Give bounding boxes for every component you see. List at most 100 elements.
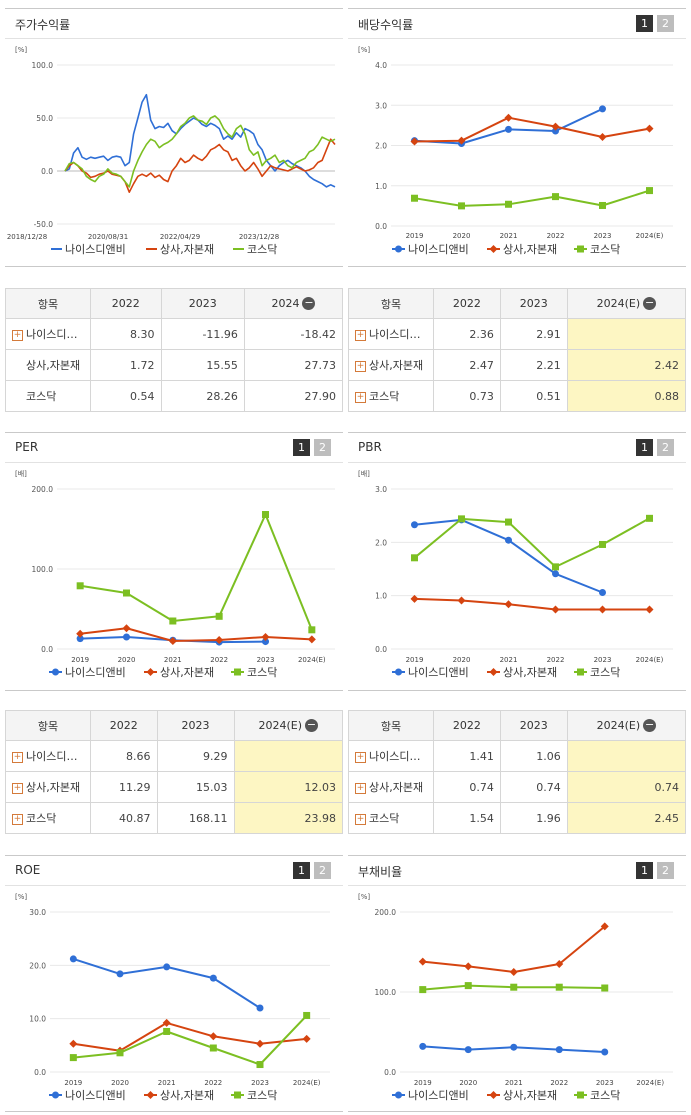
data-point — [552, 127, 559, 135]
row-label-text: 코스닥 — [26, 812, 57, 825]
legend-label: 코스닥 — [247, 243, 277, 256]
data-point — [256, 1004, 264, 1012]
page-1-button[interactable]: 1 — [636, 439, 653, 456]
data-point — [163, 963, 171, 971]
row-label[interactable]: + 나이스디… — [348, 740, 434, 772]
data-point — [601, 1048, 609, 1056]
row-label[interactable]: + 나이스디… — [348, 318, 434, 350]
data-point — [505, 200, 512, 208]
data-point — [645, 124, 654, 133]
data-point — [598, 605, 607, 614]
legend-label: 나이스디앤비 — [408, 666, 469, 679]
table-row: 상사,자본재 1.72 15.55 27.73 — [5, 349, 344, 381]
expand-icon[interactable]: + — [355, 391, 366, 403]
legend-marker — [52, 1091, 59, 1099]
expand-icon[interactable]: + — [355, 813, 366, 825]
table-cell — [566, 740, 687, 772]
x-tick-label: 2021 — [164, 656, 182, 664]
data-point — [209, 1032, 218, 1041]
legend-label: 나이스디앤비 — [65, 666, 126, 679]
data-point — [123, 633, 130, 641]
table-header-row: 항목 2022 2023 2024(E) − — [348, 288, 687, 319]
page-1-button[interactable]: 1 — [636, 15, 653, 32]
page-2-button[interactable]: 2 — [314, 439, 331, 456]
row-label[interactable]: + 코스닥 — [348, 380, 434, 412]
table-cell: 28.26 — [160, 380, 245, 412]
x-tick-label: 2024(E) — [293, 1079, 321, 1087]
legend-marker — [395, 1091, 402, 1099]
expand-icon[interactable]: + — [12, 329, 23, 341]
unit-label: [%] — [15, 46, 27, 54]
y-tick-label: 0.0 — [41, 167, 53, 176]
row-label[interactable]: + 나이스디… — [5, 318, 91, 350]
collapse-icon[interactable]: − — [643, 296, 657, 311]
table-cell: 0.74 — [566, 771, 687, 803]
data-point — [505, 125, 512, 133]
expand-icon[interactable]: + — [355, 751, 366, 763]
expand-icon[interactable]: + — [355, 360, 366, 372]
data-point — [76, 629, 85, 638]
data-point — [555, 960, 564, 968]
expand-icon[interactable]: + — [355, 782, 366, 794]
page-1-button[interactable]: 1 — [636, 862, 653, 879]
table-row: + 상사,자본재 2.47 2.21 2.42 — [348, 349, 687, 381]
page-1-button[interactable]: 1 — [293, 439, 310, 456]
x-tick-label: 2020 — [118, 656, 136, 664]
data-point — [510, 983, 518, 991]
panel-title: PER — [15, 440, 39, 454]
row-label[interactable]: + 상사,자본재 — [348, 349, 434, 381]
series-line — [414, 116, 650, 143]
legend-marker — [489, 1091, 498, 1099]
expand-icon[interactable]: + — [355, 329, 366, 341]
expand-icon[interactable]: + — [12, 813, 23, 825]
table-cell: 27.73 — [243, 349, 344, 381]
y-tick-label: 3.0 — [375, 101, 387, 110]
page-2-button[interactable]: 2 — [657, 15, 674, 32]
collapse-icon[interactable]: − — [302, 296, 316, 311]
series-line — [414, 189, 650, 207]
unit-label: [배] — [358, 469, 370, 478]
unit-label: [%] — [358, 46, 370, 54]
y-tick-label: 2.0 — [375, 538, 387, 547]
row-label-text: 상사,자본재 — [26, 781, 81, 794]
page-2-button[interactable]: 2 — [314, 862, 331, 879]
table-cell: 1.06 — [499, 740, 568, 772]
header-2023: 2023 — [499, 710, 568, 741]
page-2-button[interactable]: 2 — [657, 439, 674, 456]
per-panel: PER 1 2 — [5, 432, 343, 463]
data-point — [215, 612, 223, 620]
data-point — [464, 1046, 472, 1054]
page-1-button[interactable]: 1 — [293, 862, 310, 879]
row-label[interactable]: + 코스닥 — [348, 802, 434, 834]
header-2024-label: 2024 — [271, 296, 300, 310]
data-point — [168, 637, 177, 645]
x-tick-label: 2019 — [414, 1079, 432, 1087]
data-point — [552, 193, 559, 201]
data-point — [464, 962, 473, 971]
row-label[interactable]: + 상사,자본재 — [348, 771, 434, 803]
unit-label: [%] — [15, 893, 27, 901]
data-point — [215, 635, 224, 644]
collapse-icon[interactable]: − — [305, 718, 319, 733]
panel-title: 배당수익률 — [358, 18, 414, 32]
expand-icon[interactable]: + — [12, 782, 23, 794]
panel-title: 주가수익률 — [15, 18, 71, 32]
data-point — [162, 1018, 171, 1027]
dividend-chart-area: [%] 4.0 3.0 2.0 1.0 0.0 2019 2020 2021 2022 2023 20… — [348, 38, 686, 267]
y-tick-label: 0.0 — [34, 1068, 46, 1077]
collapse-icon[interactable]: − — [643, 718, 657, 733]
row-label[interactable]: + 상사,자본재 — [5, 771, 91, 803]
row-label: 코스닥 — [5, 380, 91, 412]
table-header-row: 항목 2022 2023 2024− — [5, 288, 344, 319]
row-label[interactable]: + 코스닥 — [5, 802, 91, 834]
data-point — [458, 202, 465, 210]
data-point — [458, 515, 465, 523]
debt-panel: 부채비율 1 2 — [348, 855, 686, 886]
data-point — [509, 968, 518, 976]
page-2-button[interactable]: 2 — [657, 862, 674, 879]
legend-marker — [395, 245, 402, 253]
header-2024e-label: 2024(E) — [596, 296, 641, 310]
row-label[interactable]: + 나이스디… — [5, 740, 91, 772]
series-line — [80, 513, 313, 631]
expand-icon[interactable]: + — [12, 751, 23, 763]
